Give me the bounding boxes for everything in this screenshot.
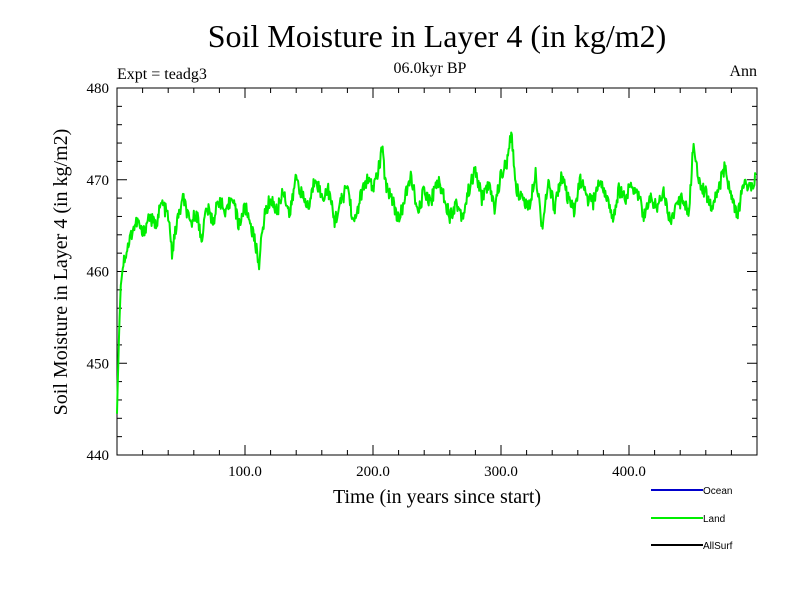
legend: Ocean Land AllSurf xyxy=(651,486,733,552)
experiment-label: Expt = teadg3 xyxy=(117,66,207,83)
y-axis-label: Soil Moisture in Layer 4 (in kg/m2) xyxy=(50,129,72,416)
x-tick-label: 300.0 xyxy=(484,464,518,480)
x-tick-label: 100.0 xyxy=(228,464,262,480)
chart-title: Soil Moisture in Layer 4 (in kg/m2) xyxy=(208,18,667,54)
series-group xyxy=(116,131,757,414)
chart-subtitle: 06.0kyr BP xyxy=(394,60,467,77)
x-axis-ticks: 100.0 200.0 300.0 400.0 xyxy=(142,88,732,480)
y-tick-label: 470 xyxy=(87,173,110,189)
plot-frame xyxy=(116,87,758,456)
y-tick-label: 480 xyxy=(87,81,110,97)
legend-label-ocean: Ocean xyxy=(703,486,732,497)
x-axis-label: Time (in years since start) xyxy=(333,486,541,508)
x-tick-label: 400.0 xyxy=(612,464,646,480)
series-line-land xyxy=(116,131,757,414)
y-tick-label: 450 xyxy=(87,356,110,372)
legend-label-land: Land xyxy=(703,514,725,525)
legend-label-allsurf: AllSurf xyxy=(703,541,733,552)
season-label: Ann xyxy=(729,63,757,80)
y-axis-ticks: 440 450 460 470 480 xyxy=(87,81,757,464)
y-tick-label: 460 xyxy=(87,265,110,281)
y-tick-label: 440 xyxy=(87,448,110,464)
x-tick-label: 200.0 xyxy=(356,464,390,480)
